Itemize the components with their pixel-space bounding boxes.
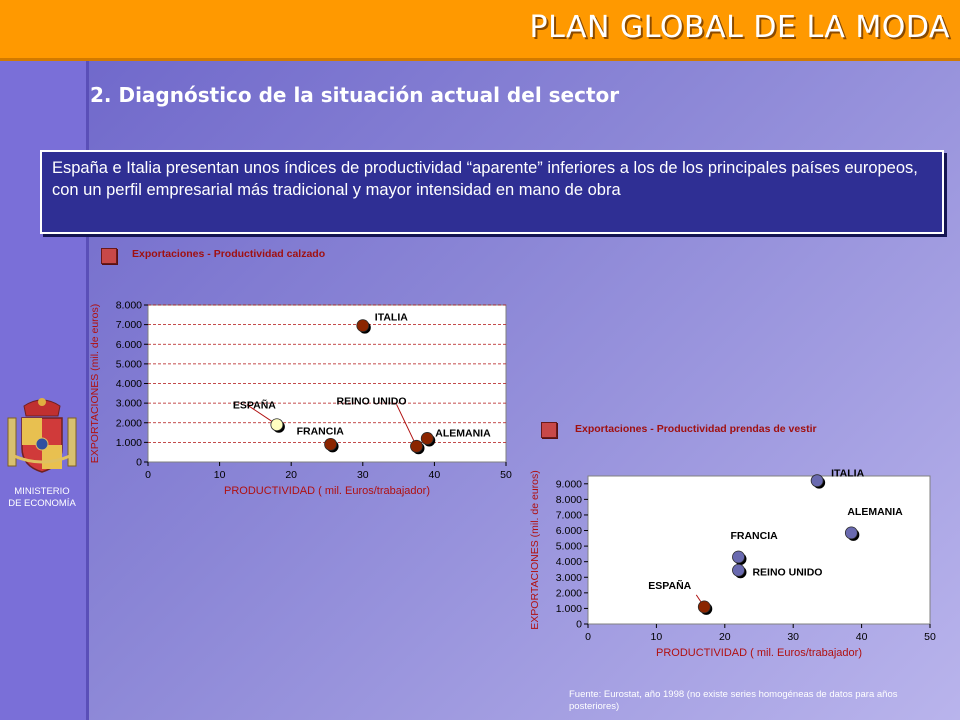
chart1-title: Exportaciones - Productividad calzado: [132, 248, 326, 260]
x-axis-label: PRODUCTIVIDAD ( mil. Euros/trabajador): [656, 647, 862, 659]
header-bar: PLAN GLOBAL DE LA MODA: [0, 0, 960, 61]
y-tick-label: 5.000: [116, 358, 142, 370]
page-title: PLAN GLOBAL DE LA MODA: [529, 10, 950, 45]
x-tick-label: 10: [651, 631, 663, 643]
ministry-label: MINISTERIO DE ECONOMÍA: [8, 486, 76, 509]
y-tick-label: 3.000: [556, 572, 582, 584]
y-tick-label: 9.000: [556, 478, 582, 490]
x-tick-label: 30: [787, 631, 799, 643]
data-point-label: REINO UNIDO: [337, 395, 407, 407]
chart-prendas-de-vestir: 0 1.000 2.000 3.000 4.000 5.000 6.000 7.000 8.00…: [529, 468, 936, 659]
chart1-legend-marker: [101, 248, 117, 264]
x-tick-label: 20: [285, 469, 297, 481]
x-tick-label: 50: [924, 631, 936, 643]
intro-text: España e Italia presentan unos índices d…: [52, 159, 918, 199]
y-tick-label: 7.000: [556, 509, 582, 521]
data-point-label: REINO UNIDO: [752, 566, 822, 578]
y-tick-label: 2.000: [116, 417, 142, 429]
plot-area: [147, 304, 507, 463]
y-axis-label: EXPORTACIONES (mil. de euros): [529, 470, 541, 629]
section-subtitle: 2. Diagnóstico de la situación actual de…: [90, 83, 620, 107]
data-point-label: ALEMANIA: [847, 506, 903, 518]
data-point: [270, 418, 284, 432]
source-note: Fuente: Eurostat, año 1998 (no existe se…: [569, 689, 898, 712]
data-point-label: ITALIA: [831, 468, 864, 480]
y-tick-label: 3.000: [116, 398, 142, 410]
data-point: [732, 563, 745, 577]
chart2-legend-marker: [541, 422, 557, 438]
data-point: [324, 437, 337, 451]
coat-of-arms-icon: [7, 398, 77, 473]
y-axis-label: EXPORTACIONES (mil. de euros): [89, 304, 101, 463]
x-axis-label: PRODUCTIVIDAD ( mil. Euros/trabajador): [224, 485, 430, 497]
x-tick-label: 40: [856, 631, 868, 643]
data-point-label: ESPAÑA: [648, 579, 691, 592]
x-tick-label: 20: [719, 631, 731, 643]
chart2-title: Exportaciones - Productividad prendas de…: [575, 423, 817, 435]
y-tick-label: 5.000: [556, 541, 582, 553]
x-tick-label: 50: [500, 469, 512, 481]
x-tick-label: 0: [585, 631, 591, 643]
data-point: [844, 526, 858, 540]
data-point: [810, 474, 824, 488]
y-tick-label: 6.000: [116, 339, 142, 351]
data-point: [420, 432, 434, 445]
data-point: [732, 550, 745, 564]
y-tick-label: 1.000: [556, 603, 582, 615]
x-tick-label: 10: [214, 469, 226, 481]
x-tick-label: 40: [429, 469, 441, 481]
data-point: [410, 439, 423, 453]
plot-area: [587, 475, 931, 625]
intro-text-box: España e Italia presentan unos índices d…: [40, 150, 944, 234]
y-tick-label: 8.000: [556, 494, 582, 506]
data-point-label: ESPAÑA: [233, 399, 276, 412]
y-tick-label: 1.000: [116, 437, 142, 449]
y-tick-label: 0: [136, 457, 142, 469]
y-tick-label: 0: [576, 619, 582, 631]
chart-calzado: 0 1.000 2.000 3.000 4.000 5.000 6.000 7.000 8.00…: [89, 300, 512, 498]
data-point-label: FRANCIA: [297, 425, 345, 437]
data-point: [697, 600, 711, 614]
y-tick-label: 7.000: [116, 319, 142, 331]
y-tick-label: 8.000: [116, 300, 142, 312]
left-sidebar-strip: [0, 0, 89, 720]
data-point-label: FRANCIA: [730, 530, 778, 542]
y-tick-label: 2.000: [556, 587, 582, 599]
y-tick-label: 4.000: [116, 378, 142, 390]
data-point-label: ALEMANIA: [435, 427, 491, 439]
y-tick-label: 6.000: [556, 525, 582, 537]
x-tick-label: 0: [145, 469, 151, 481]
x-tick-label: 30: [357, 469, 369, 481]
data-point: [356, 319, 370, 333]
data-point-label: ITALIA: [375, 312, 408, 324]
y-tick-label: 4.000: [556, 556, 582, 568]
